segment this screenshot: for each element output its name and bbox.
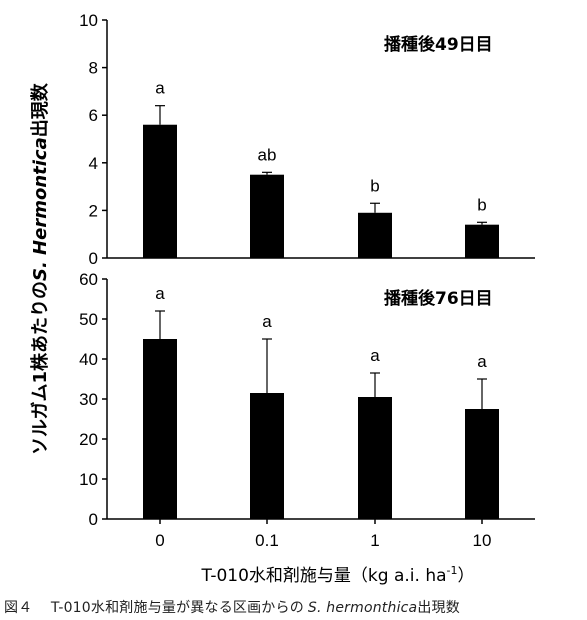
- y-tick-label: 10: [79, 470, 98, 489]
- y-tick-label: 0: [89, 249, 98, 268]
- x-tick-label: 0: [155, 531, 164, 550]
- y-axis-label-species: S. Hermontica: [30, 137, 51, 281]
- caption-suffix: 出現数: [417, 600, 460, 616]
- caption-species: S. hermonthica: [307, 600, 418, 616]
- panel-49-days: 0 2 4 6 8 10 播種後49日目 a ab b b: [79, 11, 535, 268]
- y-axis-label: ソルガム1株あたりのS. Hermontica出現数: [29, 82, 51, 455]
- x-tick-label: 1: [370, 531, 379, 550]
- figure-caption: 図４ T-010水和剤施与量が異なる区画からの S. hermonthica出現数: [4, 597, 587, 617]
- bar: [250, 174, 284, 258]
- y-axis-label-suffix: 出現数: [29, 82, 51, 137]
- y-tick-label: 40: [79, 350, 98, 369]
- x-axis-label-close: ）: [457, 566, 474, 586]
- bar: [358, 212, 392, 258]
- y-tick-label: 4: [89, 154, 98, 173]
- caption-text: T-010水和剤施与量が異なる区画からの: [50, 600, 304, 616]
- significance-label: b: [370, 176, 379, 195]
- bar: [465, 409, 499, 519]
- bar: [250, 393, 284, 519]
- bar: [143, 124, 177, 258]
- y-tick-label: 6: [89, 106, 98, 125]
- bar: [358, 397, 392, 519]
- panel-76-days: 0 10 20 30 40 50 60 播種後76日目 a 0 a 0.1 a 1 a 10: [79, 270, 535, 550]
- y-tick-label: 8: [89, 59, 98, 78]
- x-tick-label: 0.1: [255, 531, 279, 550]
- bar: [465, 224, 499, 258]
- y-tick-label: 50: [79, 310, 98, 329]
- y-tick-label: 0: [89, 510, 98, 529]
- significance-label: a: [477, 352, 487, 371]
- y-tick-label: 30: [79, 390, 98, 409]
- caption-figure-number: 図４: [4, 600, 33, 616]
- y-tick-label: 20: [79, 430, 98, 449]
- bar: [143, 339, 177, 519]
- y-tick-label: 2: [89, 201, 98, 220]
- significance-label: ab: [258, 145, 277, 164]
- panel-title: 播種後76日目: [384, 288, 493, 309]
- significance-label: a: [262, 312, 272, 331]
- x-axis-label-main: T-010水和剤施与量（kg a.i. ha: [201, 566, 447, 586]
- y-tick-label: 60: [79, 270, 98, 289]
- significance-label: a: [155, 284, 165, 303]
- significance-label: a: [155, 79, 165, 98]
- panel-title: 播種後49日目: [384, 34, 493, 55]
- y-axis-label-main: ソルガム1株あたりの: [29, 281, 51, 455]
- significance-label: a: [370, 346, 380, 365]
- x-axis-label: T-010水和剤施与量（kg a.i. ha-1）: [201, 564, 475, 586]
- x-axis-label-sup: -1: [447, 564, 458, 577]
- x-tick-label: 10: [473, 531, 492, 550]
- significance-label: b: [477, 195, 486, 214]
- y-tick-label: 10: [79, 11, 98, 30]
